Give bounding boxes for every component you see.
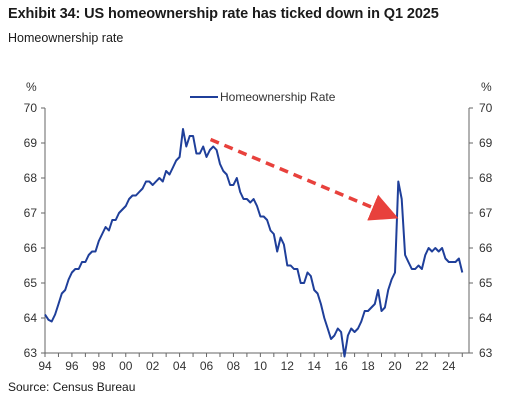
left-tick-label: 63 [24, 346, 38, 360]
right-y-axis: 63 64 65 66 67 68 69 70 [468, 101, 493, 360]
right-tick-label: 65 [479, 276, 493, 290]
x-axis: 94 96 98 00 02 04 06 08 10 12 14 16 18 20 22 24 [38, 352, 469, 373]
right-tick-label: 68 [479, 171, 493, 185]
legend-label: Homeownership Rate [220, 90, 336, 104]
x-tick-label: 98 [92, 359, 106, 373]
left-tick-label: 67 [24, 206, 38, 220]
chart-subtitle: Homeownership rate [8, 31, 124, 45]
left-y-axis: 63 64 65 66 67 68 69 70 [24, 101, 46, 360]
right-tick-label: 63 [479, 346, 493, 360]
left-tick-label: 66 [24, 241, 38, 255]
trend-down-arrow [209, 137, 399, 221]
x-tick-label: 06 [200, 359, 214, 373]
annotation-group [209, 137, 399, 221]
x-tick-label: 12 [281, 359, 295, 373]
left-tick-label: 70 [24, 101, 38, 115]
x-tick-label: 24 [442, 359, 456, 373]
right-axis-unit: % [481, 80, 492, 94]
right-tick-label: 67 [479, 206, 493, 220]
x-tick-label: 94 [38, 359, 52, 373]
x-tick-label: 20 [388, 359, 402, 373]
x-tick-label: 10 [254, 359, 268, 373]
right-tick-label: 66 [479, 241, 493, 255]
x-tick-label: 00 [119, 359, 133, 373]
chart-title: Exhibit 34: US homeownership rate has ti… [8, 6, 439, 22]
right-tick-label: 69 [479, 136, 493, 150]
right-tick-label: 70 [479, 101, 493, 115]
x-tick-label: 16 [334, 359, 348, 373]
x-tick-label: 96 [65, 359, 79, 373]
left-tick-label: 69 [24, 136, 38, 150]
legend: Homeownership Rate [190, 90, 336, 104]
x-tick-label: 18 [361, 359, 375, 373]
x-tick-label: 08 [227, 359, 241, 373]
right-tick-label: 64 [479, 311, 493, 325]
x-tick-label: 22 [415, 359, 429, 373]
x-tick-label: 04 [173, 359, 187, 373]
left-tick-label: 64 [24, 311, 38, 325]
left-tick-label: 68 [24, 171, 38, 185]
x-tick-label: 14 [308, 359, 322, 373]
left-tick-label: 65 [24, 276, 38, 290]
x-tick-label: 02 [146, 359, 160, 373]
source-note: Source: Census Bureau [8, 380, 136, 394]
left-axis-unit: % [26, 80, 37, 94]
series-group [44, 128, 464, 358]
series-line-homeownership-rate [44, 128, 464, 358]
